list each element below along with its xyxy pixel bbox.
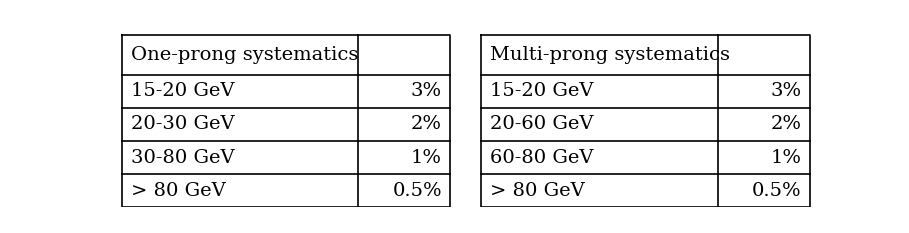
Bar [122, 35, 450, 207]
Text: > 80 GeV: > 80 GeV [131, 182, 225, 200]
Text: 0.5%: 0.5% [393, 182, 442, 200]
Text: 15-20 GeV: 15-20 GeV [490, 82, 594, 100]
Text: 1%: 1% [770, 149, 801, 167]
Text: 2%: 2% [770, 115, 801, 134]
Text: 30-80 GeV: 30-80 GeV [131, 149, 235, 167]
Text: 20-30 GeV: 20-30 GeV [131, 115, 235, 134]
Text: 0.5%: 0.5% [752, 182, 801, 200]
Text: 20-60 GeV: 20-60 GeV [490, 115, 594, 134]
Text: 1%: 1% [411, 149, 442, 167]
Text: 3%: 3% [411, 82, 442, 100]
Bar [482, 35, 810, 207]
Text: 60-80 GeV: 60-80 GeV [490, 149, 594, 167]
Text: 15-20 GeV: 15-20 GeV [131, 82, 234, 100]
Text: 2%: 2% [411, 115, 442, 134]
Text: Multi-prong systematics: Multi-prong systematics [490, 46, 730, 64]
Text: 3%: 3% [770, 82, 801, 100]
Text: > 80 GeV: > 80 GeV [490, 182, 584, 200]
Text: One-prong systematics: One-prong systematics [131, 46, 358, 64]
